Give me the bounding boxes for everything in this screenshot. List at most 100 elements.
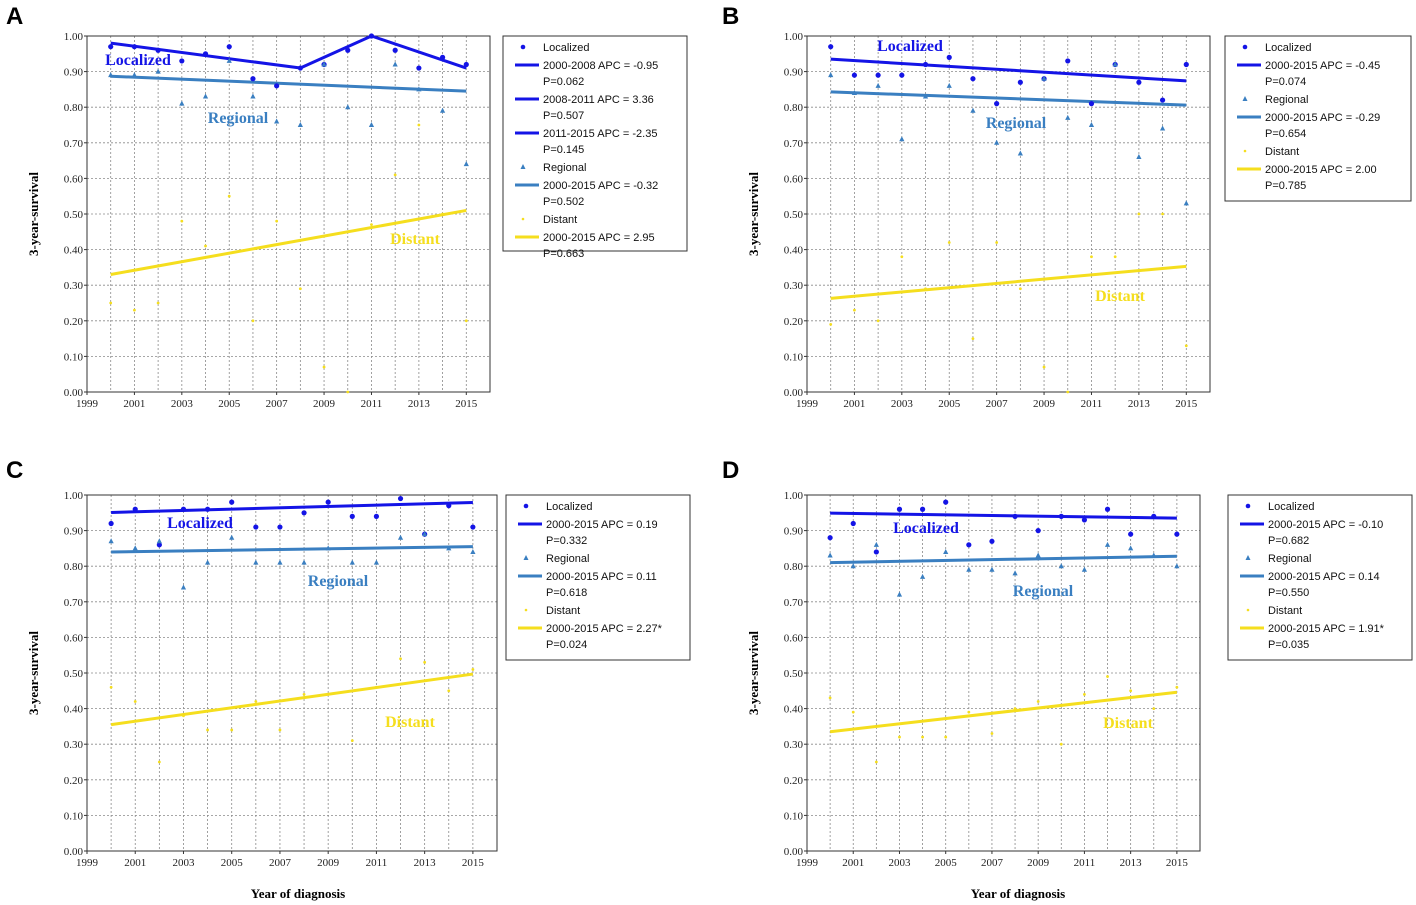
- data-point-regional: [1058, 563, 1064, 569]
- data-point-distant: [254, 700, 258, 703]
- y-tick-label: 0.70: [784, 597, 804, 609]
- data-point-localized: [1174, 531, 1180, 537]
- data-point-regional: [1128, 545, 1134, 551]
- legend-entry-regional: 2000-2015 APC = -0.32 P=0.502: [515, 180, 658, 208]
- group-label-localized: Localized: [877, 38, 943, 55]
- legend-text: P=0.332: [546, 535, 587, 547]
- data-point-regional: [439, 107, 446, 113]
- y-tick-label: 0.20: [64, 775, 84, 787]
- x-tick-label: 2013: [408, 398, 431, 410]
- data-point-distant: [278, 728, 282, 732]
- x-tick-label: 2015: [462, 857, 485, 869]
- x-tick-label: 1999: [76, 398, 99, 410]
- legend-marker-dot: [1245, 503, 1251, 509]
- group-label-distant: Distant: [1095, 288, 1145, 305]
- panel-letter: D: [722, 457, 739, 484]
- x-axis-label: Year of diagnosis: [251, 886, 345, 901]
- legend-marker-dot: [523, 503, 529, 509]
- x-tick-label: 2001: [124, 857, 146, 869]
- x-tick-label: 2015: [455, 398, 478, 410]
- data-point-regional: [373, 559, 380, 565]
- data-point-distant: [133, 700, 137, 703]
- x-tick-label: 2009: [1027, 857, 1050, 869]
- series-localized: [108, 495, 476, 548]
- legend-text: P=0.502: [543, 196, 584, 208]
- legend-entry-regional: Regional: [1242, 94, 1308, 106]
- data-point-distant: [829, 322, 833, 326]
- data-point-regional: [1183, 200, 1189, 206]
- x-tick-label: 2005: [935, 857, 958, 869]
- trend-line-regional: [110, 74, 467, 93]
- legend-text: 2000-2015 APC = -0.10: [1268, 519, 1383, 531]
- data-point-regional: [1159, 125, 1166, 131]
- series-regional: [108, 531, 476, 590]
- data-point-regional: [1012, 570, 1018, 576]
- data-point-distant: [1066, 390, 1070, 394]
- data-point-distant: [1129, 689, 1133, 693]
- data-point-localized: [274, 83, 280, 89]
- data-point-regional: [180, 584, 187, 590]
- data-point-localized: [226, 44, 232, 50]
- data-point-regional: [1065, 114, 1071, 120]
- x-tick-label: 2011: [1074, 857, 1096, 869]
- data-point-distant: [464, 319, 468, 323]
- data-point-regional: [827, 552, 833, 558]
- data-point-localized: [1104, 506, 1111, 512]
- x-tick-label: 2005: [218, 398, 241, 410]
- data-point-regional: [368, 122, 375, 127]
- y-tick-label: 0.00: [64, 846, 84, 858]
- data-point-localized: [180, 506, 187, 512]
- data-point-distant: [230, 728, 234, 732]
- y-tick-label: 0.00: [784, 846, 804, 858]
- data-point-distant: [1083, 692, 1086, 696]
- data-point-regional: [156, 538, 162, 544]
- legend-text: 2000-2015 APC = 0.11: [546, 571, 657, 583]
- data-point-localized: [229, 499, 235, 505]
- data-point-regional: [416, 86, 422, 92]
- legend-entry-distant: 2000-2015 APC = 2.27* P=0.024: [518, 623, 663, 651]
- panel-letter: A: [6, 3, 23, 30]
- data-point-regional: [301, 559, 307, 565]
- data-point-localized: [470, 524, 476, 530]
- y-tick-label: 0.80: [784, 102, 804, 114]
- data-point-distant: [1059, 742, 1063, 746]
- data-point-localized: [919, 506, 926, 512]
- data-point-distant: [1161, 212, 1164, 216]
- y-tick-label: 0.90: [64, 67, 84, 79]
- legend-text: Regional: [1268, 553, 1311, 565]
- legend: Localized 2000-2015 APC = -0.45 P=0.074 Reg…: [1224, 35, 1412, 202]
- x-tick-label: 2003: [171, 398, 194, 410]
- data-point-regional: [108, 538, 114, 544]
- y-tick-label: 0.90: [784, 67, 804, 79]
- panel-letter: C: [6, 457, 23, 484]
- y-tick-label: 0.70: [784, 138, 804, 150]
- data-point-regional: [1151, 552, 1157, 558]
- data-point-localized: [397, 495, 404, 502]
- data-point-regional: [1088, 122, 1095, 127]
- data-point-regional: [274, 118, 280, 124]
- y-tick-label: 0.60: [64, 632, 84, 644]
- legend-text: P=0.682: [1268, 535, 1309, 547]
- legend-text: 2000-2015 APC = -0.45: [1265, 60, 1380, 72]
- legend-text: Distant: [543, 214, 577, 226]
- series-distant: [829, 212, 1188, 394]
- legend-text: P=0.035: [1268, 639, 1309, 651]
- y-tick-label: 0.50: [784, 209, 804, 221]
- data-point-regional: [994, 139, 1000, 145]
- legend-entry-localized: Localized: [1242, 42, 1311, 54]
- trend-line-regional: [111, 545, 473, 554]
- series-distant: [828, 675, 1179, 764]
- data-point-distant: [251, 319, 255, 323]
- data-point-distant: [109, 685, 113, 689]
- data-point-localized: [297, 65, 303, 71]
- data-point-localized: [1017, 79, 1023, 85]
- legend-entry-distant: Distant: [521, 214, 577, 226]
- data-point-distant: [1018, 287, 1022, 291]
- data-point-localized: [1159, 97, 1166, 103]
- data-point-localized: [828, 44, 834, 50]
- x-tick-label: 2011: [1081, 398, 1103, 410]
- data-point-regional: [108, 72, 114, 78]
- legend-entry-regional: 2000-2015 APC = 0.11 P=0.618: [518, 571, 657, 599]
- data-point-distant: [900, 255, 904, 259]
- legend-text: 2000-2015 APC = -0.29: [1265, 112, 1380, 124]
